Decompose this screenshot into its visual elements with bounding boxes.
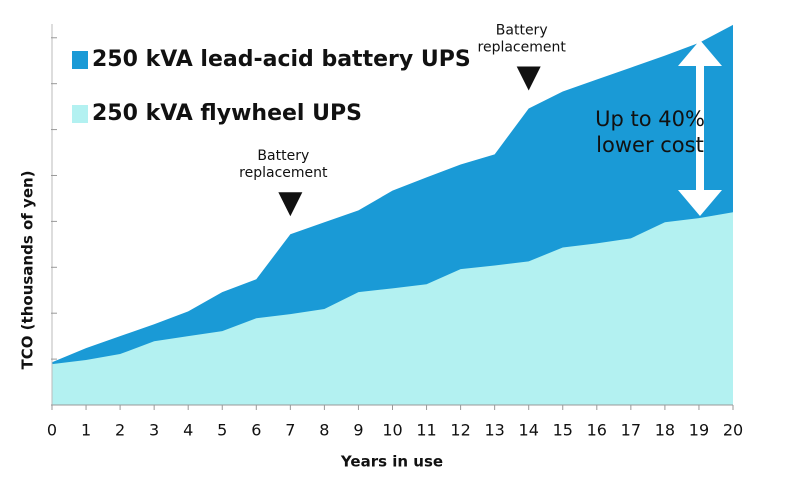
x-tick-label: 15 <box>553 421 573 440</box>
legend-swatch <box>72 105 88 123</box>
callout-text: Up to 40% <box>595 107 705 131</box>
x-tick-label: 0 <box>47 421 57 440</box>
annotation-text: Battery <box>496 22 548 38</box>
x-tick-label: 7 <box>285 421 295 440</box>
x-axis-title: Years in use <box>340 453 443 471</box>
x-tick-label: 14 <box>519 421 539 440</box>
callout-arrow-head <box>678 190 722 216</box>
x-tick-label: 19 <box>689 421 709 440</box>
x-tick-label: 9 <box>353 421 363 440</box>
y-axis-title: TCO (thousands of yen) <box>19 170 37 369</box>
x-tick-label: 5 <box>217 421 227 440</box>
annotation-arrow <box>278 192 303 217</box>
x-tick-label: 13 <box>484 421 504 440</box>
annotation-text: replacement <box>478 39 567 55</box>
annotation-arrow <box>516 66 541 91</box>
annotation-text: Battery <box>257 148 309 164</box>
annotation-text: replacement <box>239 165 328 181</box>
x-tick-label: 10 <box>382 421 402 440</box>
x-tick-label: 16 <box>587 421 607 440</box>
x-tick-label: 17 <box>621 421 641 440</box>
x-tick-label: 4 <box>183 421 193 440</box>
area <box>52 212 733 405</box>
legend-swatch <box>72 51 88 69</box>
legend-label: 250 kVA lead-acid battery UPS <box>92 47 471 72</box>
callout-text: lower cost <box>596 133 704 157</box>
x-tick-label: 1 <box>81 421 91 440</box>
x-tick-label: 20 <box>723 421 743 440</box>
x-tick-label: 18 <box>655 421 675 440</box>
x-tick-label: 2 <box>115 421 125 440</box>
legend-label: 250 kVA flywheel UPS <box>92 101 362 126</box>
x-tick-label: 6 <box>251 421 261 440</box>
x-tick-label: 3 <box>149 421 159 440</box>
x-tick-label: 8 <box>319 421 329 440</box>
callout-arrow-head <box>678 40 722 66</box>
x-tick-label: 12 <box>450 421 470 440</box>
x-tick-label: 11 <box>416 421 436 440</box>
